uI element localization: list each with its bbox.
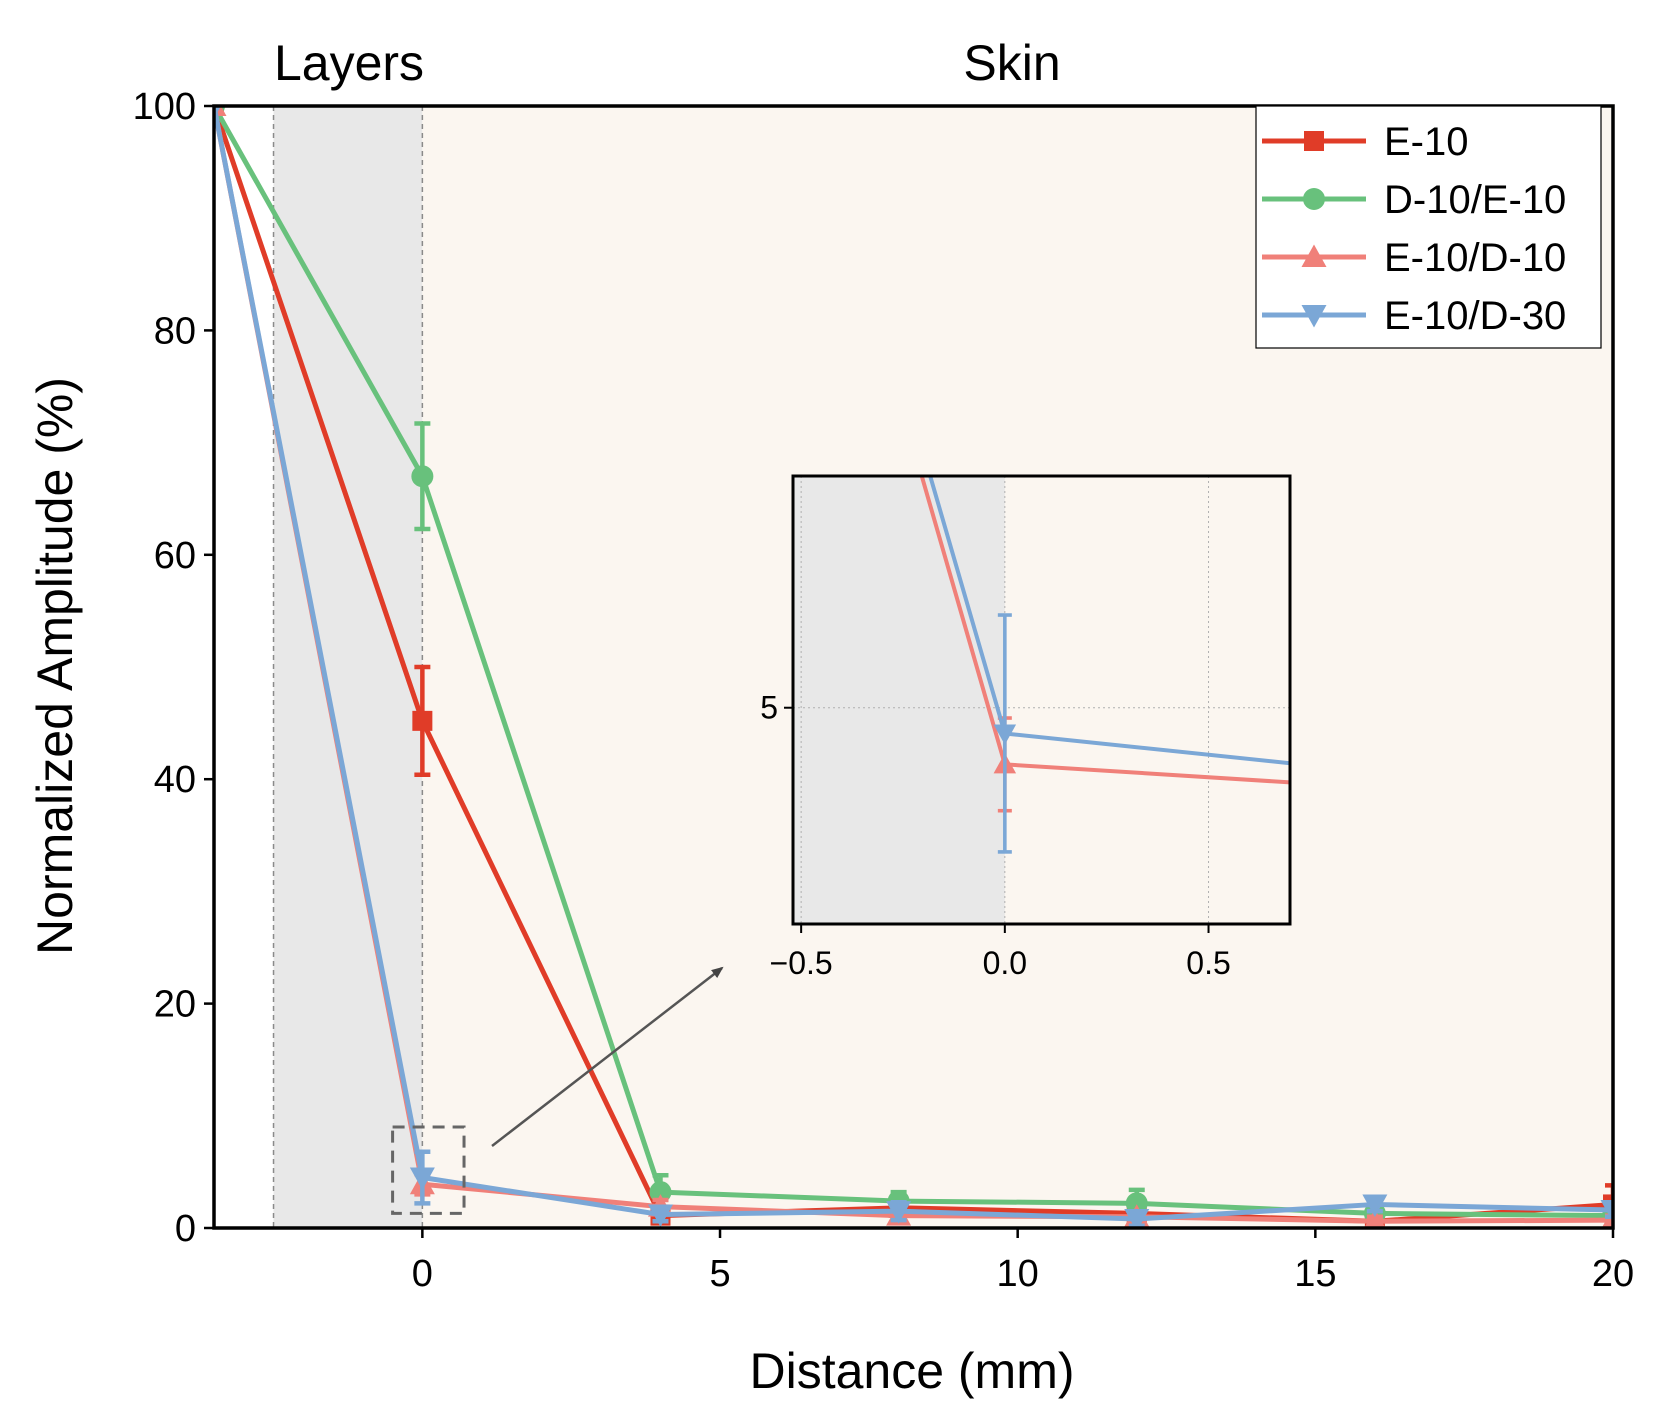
- inset-frame: [791, 474, 1292, 926]
- legend-swatch-marker: [1304, 131, 1324, 151]
- legend-swatch-marker: [1301, 244, 1327, 267]
- x-tick-label: 20: [1592, 1253, 1634, 1295]
- zoom-indicator: [391, 966, 724, 1215]
- legend-entry-d-10-e-10: D-10/E-10: [1262, 178, 1566, 222]
- inset-x-tick-label: 0.5: [1186, 945, 1230, 981]
- data-point: [1362, 1194, 1388, 1217]
- legend-label: E-10/D-10: [1384, 236, 1566, 280]
- data-point: [649, 1181, 672, 1204]
- plot-frame: [212, 104, 1615, 1230]
- data-point: [647, 1204, 673, 1228]
- data-point: [412, 710, 433, 731]
- y-tick-label: 20: [154, 984, 196, 1026]
- chart-labels: Layers Skin Distance (mm) Normalized Amp…: [27, 35, 1075, 1399]
- data-point: [411, 465, 434, 488]
- x-tick-label: 10: [997, 1253, 1039, 1295]
- data-point: [1124, 1209, 1150, 1228]
- inset-x-tick-label: −0.5: [770, 945, 833, 981]
- data-point: [1600, 1200, 1613, 1223]
- region-label-layers: Layers: [274, 35, 424, 91]
- inset-series-group: [919, 476, 1290, 854]
- legend-swatch-marker: [1301, 305, 1327, 328]
- y-axis-title: Normalized Amplitude (%): [27, 377, 83, 955]
- y-tick-label: 60: [154, 535, 196, 577]
- legend-label: D-10/E-10: [1384, 178, 1566, 222]
- x-axis-title: Distance (mm): [749, 1343, 1074, 1399]
- legend-entry-e-10-d-30: E-10/D-30: [1262, 294, 1566, 338]
- inset-background: [793, 476, 1290, 924]
- main-axes: 0 5 10 15 20 0 20 40 60 80 100: [133, 86, 1635, 1295]
- legend-entry-e-10-d-10: E-10/D-10: [1262, 236, 1566, 280]
- legend-entry-e-10: E-10: [1262, 120, 1469, 164]
- data-point: [1125, 1192, 1148, 1215]
- y-tick-label: 0: [175, 1208, 196, 1250]
- legend-label: E-10: [1384, 120, 1469, 164]
- inset-series-e-10-d-30: [928, 476, 1290, 854]
- series-e-10-d-30: [214, 106, 1613, 1228]
- x-tick-label: 15: [1294, 1253, 1336, 1295]
- inset-data-point: [993, 724, 1017, 745]
- x-tick-label: 0: [412, 1253, 433, 1295]
- region-label-skin: Skin: [963, 35, 1060, 91]
- x-tick-label: 5: [709, 1253, 730, 1295]
- inset-axes: −0.5 0.0 0.5 5: [760, 474, 1292, 981]
- inset-y-tick-label: 5: [760, 690, 778, 726]
- zoom-arrow: [491, 966, 724, 1147]
- main-series-group: [214, 106, 1613, 1228]
- legend: E-10 D-10/E-10 E-10/D-10 E-10/D-30: [1255, 105, 1602, 349]
- y-tick-label: 40: [154, 759, 196, 801]
- legend-label: E-10/D-30: [1384, 294, 1566, 338]
- inset-x-tick-label: 0.0: [983, 945, 1027, 981]
- y-tick-label: 100: [133, 86, 196, 128]
- legend-swatch-marker: [1303, 188, 1325, 210]
- y-tick-label: 80: [154, 310, 196, 352]
- data-point: [409, 1167, 435, 1191]
- inset-region-layers: [793, 476, 1005, 924]
- data-point: [886, 1201, 912, 1224]
- data-point: [1364, 1208, 1386, 1228]
